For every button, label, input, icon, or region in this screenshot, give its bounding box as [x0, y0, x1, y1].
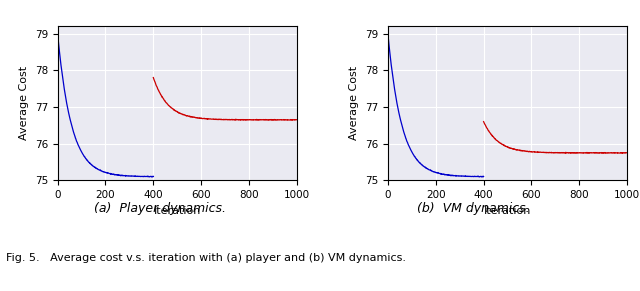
- X-axis label: Iteration: Iteration: [154, 206, 201, 216]
- Text: Fig. 5.   Average cost v.s. iteration with (a) player and (b) VM dynamics.: Fig. 5. Average cost v.s. iteration with…: [6, 253, 406, 263]
- Y-axis label: Average Cost: Average Cost: [19, 66, 29, 140]
- Y-axis label: Average Cost: Average Cost: [349, 66, 359, 140]
- Text: (a)  Player dynamics.: (a) Player dynamics.: [94, 202, 226, 215]
- Text: (b)  VM dynamics.: (b) VM dynamics.: [417, 202, 530, 215]
- X-axis label: Iteration: Iteration: [484, 206, 531, 216]
